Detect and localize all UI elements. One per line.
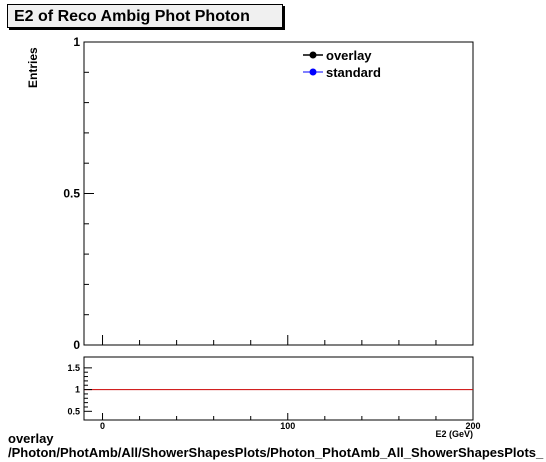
ratio-y-tick-label: 0.5 xyxy=(67,406,80,416)
y-axis-label: Entries xyxy=(26,47,40,88)
legend-label-standard: standard xyxy=(326,65,381,80)
ratio-x-tick-label: 100 xyxy=(280,421,295,431)
legend-marker-standard xyxy=(309,68,317,76)
main-plot-frame xyxy=(83,41,474,346)
ratio-plot-frame xyxy=(83,356,474,421)
legend: overlay standard xyxy=(303,48,381,80)
ratio-x-tick-label: 200 xyxy=(465,421,480,431)
ratio-x-axis: 0 100 200 xyxy=(100,413,481,431)
chart-title: E2 of Reco Ambig Phot Photon xyxy=(7,4,283,28)
footer-path: /Photon/PhotAmb/All/ShowerShapesPlots/Ph… xyxy=(8,445,544,460)
footer-line-1: overlay xyxy=(8,432,54,446)
y-tick-label: 0 xyxy=(73,338,80,352)
y-tick-label: 1 xyxy=(73,35,80,49)
ratio-y-tick-label: 1.5 xyxy=(67,363,80,373)
legend-entry-standard: standard xyxy=(303,65,381,80)
legend-marker-overlay xyxy=(309,51,317,59)
y-tick-label: 0.5 xyxy=(63,187,80,201)
main-y-axis: 00.51 xyxy=(63,35,94,352)
ratio-y-axis: 0.5 1 1.5 xyxy=(67,363,92,416)
ratio-x-tick-label: 0 xyxy=(100,421,105,431)
main-x-axis xyxy=(102,335,474,345)
legend-label-overlay: overlay xyxy=(326,48,372,63)
x-axis-label: E2 (GeV) xyxy=(435,429,473,439)
legend-entry-overlay: overlay xyxy=(303,48,372,63)
footer: overlay /Photon/PhotAmb/All/ShowerShapes… xyxy=(8,432,546,460)
ratio-y-tick-label: 1 xyxy=(75,385,80,395)
